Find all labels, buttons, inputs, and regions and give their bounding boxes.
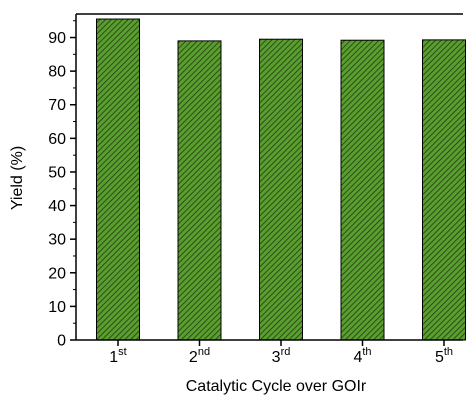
x-tick-label: 4th — [353, 346, 371, 366]
bar — [259, 38, 303, 341]
x-axis-title: Catalytic Cycle over GOIr — [186, 378, 367, 395]
y-tick-label: 30 — [48, 232, 66, 249]
bar — [422, 39, 466, 341]
y-tick-label: 70 — [48, 97, 66, 114]
y-tick-label: 60 — [48, 131, 66, 148]
bar — [96, 18, 140, 341]
y-tick-label: 80 — [48, 64, 66, 81]
y-tick-label: 90 — [48, 30, 66, 47]
x-tick-label: 3rd — [272, 346, 291, 366]
bar — [177, 40, 222, 341]
x-tick-label: 1st — [109, 346, 126, 366]
plot-area: 0 10 20 30 40 50 60 70 80 90 1st 2nd 3rd 4th 5th — [48, 13, 466, 366]
y-tick-label: 0 — [57, 333, 66, 350]
y-tick-label: 20 — [48, 265, 66, 282]
x-tick-label: 5th — [435, 346, 453, 366]
y-tick-label: 10 — [48, 299, 66, 316]
bar — [340, 39, 385, 341]
y-tick-label: 50 — [48, 164, 66, 181]
y-axis-title: Yield (%) — [9, 146, 26, 210]
y-tick-label: 40 — [48, 198, 66, 215]
x-tick-label: 2nd — [189, 346, 210, 366]
